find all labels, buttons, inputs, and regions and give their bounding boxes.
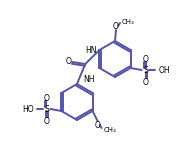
Text: HN: HN <box>86 46 97 55</box>
Text: O: O <box>65 56 71 66</box>
Text: O: O <box>43 117 49 126</box>
Text: O: O <box>113 21 119 30</box>
Text: OH: OH <box>159 66 170 75</box>
Text: S: S <box>143 66 148 75</box>
Text: O: O <box>143 77 149 86</box>
Text: O: O <box>95 121 101 130</box>
Text: O: O <box>143 55 149 64</box>
Text: NH: NH <box>83 75 95 84</box>
Text: O: O <box>43 93 49 102</box>
Text: S: S <box>44 105 49 113</box>
Text: CH₃: CH₃ <box>122 19 135 25</box>
Text: CH₃: CH₃ <box>104 127 116 133</box>
Text: HO: HO <box>22 105 33 113</box>
